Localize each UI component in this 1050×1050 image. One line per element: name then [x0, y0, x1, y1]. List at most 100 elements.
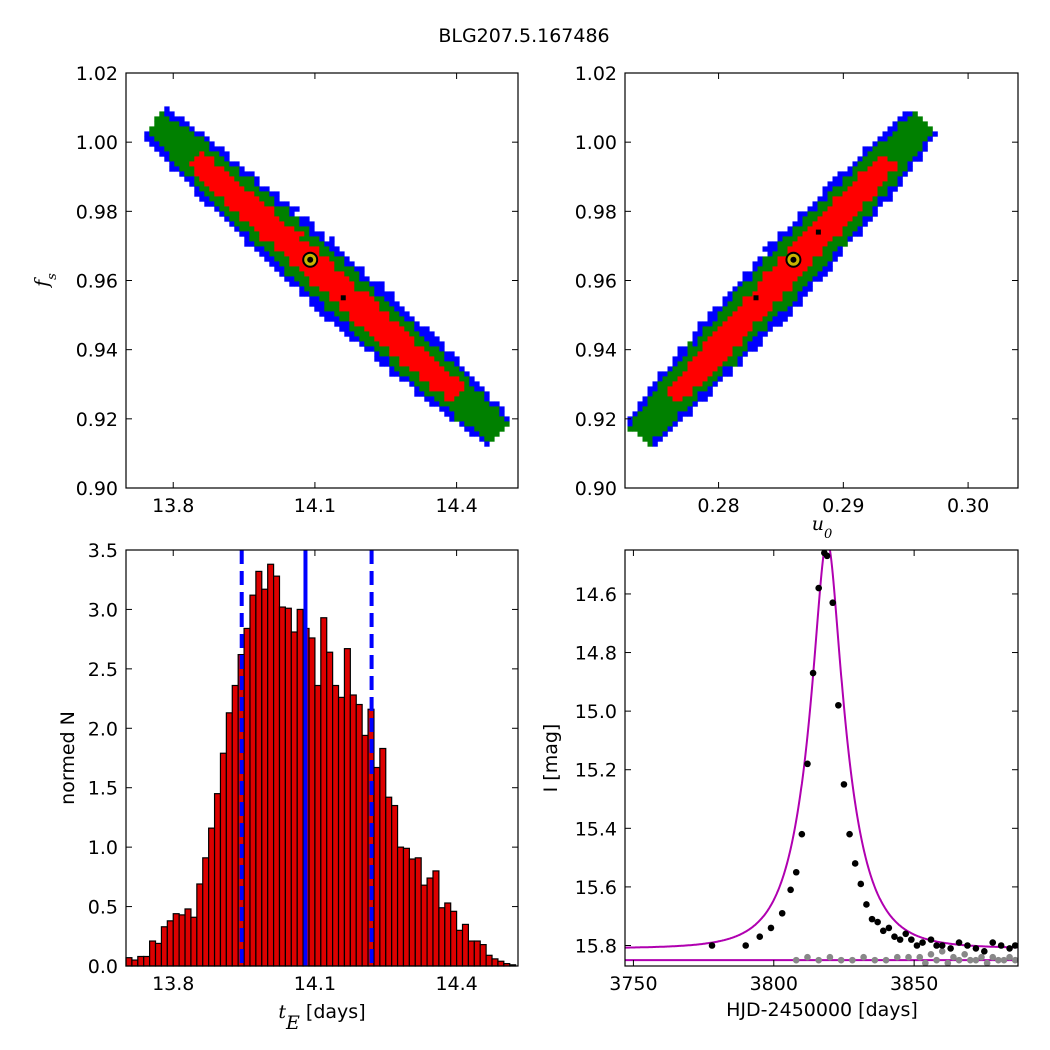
cell-2sigma: [214, 161, 220, 167]
cell-2sigma: [379, 301, 385, 307]
cell-2sigma: [907, 126, 913, 132]
cell-1sigma: [189, 161, 195, 167]
cell-3sigma: [757, 336, 763, 342]
cell-1sigma: [832, 201, 838, 207]
cell-1sigma: [294, 241, 300, 247]
histogram-bar: [485, 954, 493, 967]
cell-2sigma: [289, 216, 295, 222]
cell-1sigma: [822, 216, 828, 222]
cell-2sigma: [384, 346, 390, 352]
cell-3sigma: [494, 401, 500, 407]
cell-2sigma: [434, 351, 440, 357]
cell-1sigma: [752, 316, 758, 322]
cell-3sigma: [722, 301, 728, 307]
cell-1sigma: [892, 166, 898, 172]
cell-3sigma: [747, 271, 753, 277]
cell-2sigma: [349, 321, 355, 327]
cell-1sigma: [414, 366, 420, 372]
histogram-bar: [166, 920, 174, 967]
cell-2sigma: [209, 191, 215, 197]
cell-1sigma: [767, 286, 773, 292]
cell-2sigma: [459, 391, 465, 397]
cell-3sigma: [154, 146, 160, 152]
cell-2sigma: [184, 171, 190, 177]
cell-3sigma: [429, 396, 435, 402]
cell-1sigma: [732, 341, 738, 347]
cell-1sigma: [384, 311, 390, 317]
cell-1sigma: [702, 361, 708, 367]
cell-1sigma: [324, 281, 330, 287]
cell-1sigma: [264, 211, 270, 217]
cell-1sigma: [309, 271, 315, 277]
cell-2sigma: [199, 146, 205, 152]
cell-1sigma: [737, 316, 743, 322]
cell-1sigma: [349, 286, 355, 292]
cell-1sigma: [239, 211, 245, 217]
histogram-bar: [432, 870, 440, 967]
cell-2sigma: [892, 171, 898, 177]
cell-1sigma: [224, 181, 230, 187]
cell-1sigma: [867, 181, 873, 187]
cell-2sigma: [304, 236, 310, 242]
cell-1sigma: [429, 381, 435, 387]
cell-2sigma: [234, 171, 240, 177]
cell-2sigma: [199, 181, 205, 187]
cell-3sigma: [792, 221, 798, 227]
cell-2sigma: [692, 351, 698, 357]
cell-2sigma: [329, 256, 335, 262]
cell-1sigma: [259, 236, 265, 242]
cell-1sigma: [682, 376, 688, 382]
cell-2sigma: [209, 151, 215, 157]
cell-2sigma: [632, 421, 638, 427]
cell-3sigma: [627, 421, 633, 427]
cell-3sigma: [767, 326, 773, 332]
cell-2sigma: [184, 136, 190, 142]
cell-1sigma: [772, 281, 778, 287]
cell-2sigma: [862, 161, 868, 167]
cell-2sigma: [867, 201, 873, 207]
cell-1sigma: [294, 246, 300, 252]
cell-1sigma: [852, 181, 858, 187]
cell-2sigma: [414, 381, 420, 387]
cell-1sigma: [384, 341, 390, 347]
cell-2sigma: [479, 391, 485, 397]
cell-2sigma: [284, 256, 290, 262]
cell-3sigma: [194, 186, 200, 192]
cell-1sigma: [767, 276, 773, 282]
cell-2sigma: [494, 406, 500, 412]
cell-3sigma: [737, 281, 743, 287]
cell-1sigma: [424, 371, 430, 377]
cell-1sigma: [802, 236, 808, 242]
cell-2sigma: [827, 191, 833, 197]
data-point: [798, 830, 806, 838]
cell-1sigma: [314, 251, 320, 257]
cell-1sigma: [419, 366, 425, 372]
cell-2sigma: [847, 221, 853, 227]
cell-1sigma: [289, 246, 295, 252]
cell-3sigma: [244, 241, 250, 247]
cell-1sigma: [364, 311, 370, 317]
cell-3sigma: [164, 111, 170, 117]
cell-1sigma: [374, 316, 380, 322]
cell-2sigma: [159, 121, 165, 127]
cell-1sigma: [389, 326, 395, 332]
histogram-bar: [391, 804, 399, 967]
cell-1sigma: [314, 276, 320, 282]
cell-2sigma: [752, 286, 758, 292]
cell-1sigma: [229, 196, 235, 202]
cell-2sigma: [229, 216, 235, 222]
cell-2sigma: [817, 256, 823, 262]
cell-1sigma: [394, 341, 400, 347]
cell-2sigma: [927, 131, 933, 137]
cell-1sigma: [249, 211, 255, 217]
cell-2sigma: [384, 306, 390, 312]
cell-3sigma: [652, 386, 658, 392]
cell-1sigma: [802, 231, 808, 237]
cell-3sigma: [344, 326, 350, 332]
cell-1sigma: [364, 306, 370, 312]
cell-2sigma: [349, 266, 355, 272]
cell-2sigma: [194, 136, 200, 142]
cell-1sigma: [384, 331, 390, 337]
cell-1sigma: [862, 176, 868, 182]
data-point: [756, 933, 764, 941]
